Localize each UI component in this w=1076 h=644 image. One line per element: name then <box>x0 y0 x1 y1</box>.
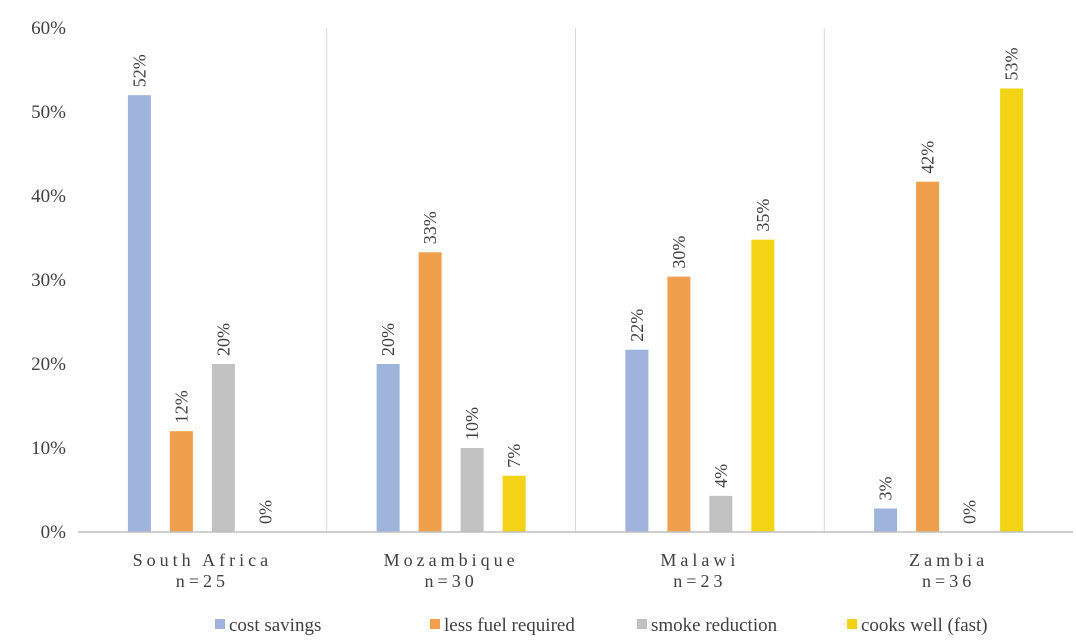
legend-swatch <box>637 619 647 629</box>
bar <box>460 448 484 532</box>
legend-label: cooks well (fast) <box>861 615 988 636</box>
bar <box>874 508 898 532</box>
data-label: 20% <box>213 323 233 356</box>
bar <box>211 364 235 532</box>
data-labels: 52% 12% 20% 0% 20% 33% 10% 7% 22% 30% 4% 35% 3% 42% 0%… <box>129 47 1021 524</box>
legend: cost savings less fuel required smoke redu… <box>215 615 988 636</box>
category-label: South Africa <box>133 550 273 570</box>
y-tick-label: 60% <box>31 18 66 39</box>
legend-swatch <box>430 619 440 629</box>
bar <box>667 276 691 532</box>
data-label: 30% <box>669 236 689 269</box>
data-label: 42% <box>918 141 938 174</box>
data-label: 7% <box>504 444 524 468</box>
category-count-label: n=30 <box>425 571 478 591</box>
data-label: 4% <box>711 464 731 488</box>
legend-label: smoke reduction <box>651 615 778 636</box>
category-count-label: n=36 <box>922 571 975 591</box>
bars <box>127 88 1024 532</box>
y-tick-label: 50% <box>31 102 66 123</box>
data-label: 35% <box>753 199 773 232</box>
legend-swatch <box>847 619 857 629</box>
bar <box>502 475 526 532</box>
data-label: 52% <box>129 54 149 87</box>
bar <box>169 431 193 532</box>
data-label: 53% <box>1002 47 1022 80</box>
data-label: 3% <box>876 476 896 500</box>
data-label: 33% <box>420 211 440 244</box>
category-count-label: n=25 <box>176 571 229 591</box>
y-axis: 0% 10% 20% 30% 40% 50% 60% <box>31 18 66 543</box>
category-count-label: n=23 <box>673 571 726 591</box>
category-label: Mozambique <box>384 550 519 570</box>
data-label: 12% <box>171 390 191 423</box>
bar <box>709 495 733 532</box>
bar <box>916 181 940 532</box>
bar <box>625 349 649 532</box>
data-label: 20% <box>378 323 398 356</box>
category-label: Zambia <box>909 550 988 570</box>
legend-label: less fuel required <box>444 615 575 636</box>
y-tick-label: 20% <box>31 354 66 375</box>
bar <box>1000 88 1024 532</box>
legend-label: cost savings <box>229 615 321 636</box>
data-label: 22% <box>627 309 647 342</box>
y-tick-label: 40% <box>31 186 66 207</box>
bar <box>376 364 400 532</box>
bar <box>127 95 151 532</box>
y-tick-label: 10% <box>31 438 66 459</box>
data-label: 0% <box>255 500 275 524</box>
y-tick-label: 0% <box>41 522 67 543</box>
data-label: 10% <box>462 407 482 440</box>
legend-swatch <box>215 619 225 629</box>
category-separators <box>326 28 825 532</box>
bar <box>751 239 775 532</box>
category-label: Malawi <box>660 550 739 570</box>
data-label: 0% <box>960 500 980 524</box>
y-tick-label: 30% <box>31 270 66 291</box>
bar <box>418 252 442 532</box>
